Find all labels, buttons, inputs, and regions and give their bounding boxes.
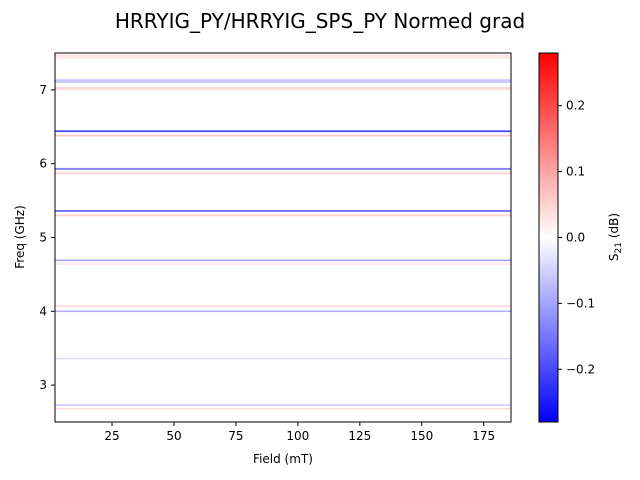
heatmap-band bbox=[55, 263, 511, 265]
x-tick-label: 50 bbox=[166, 429, 181, 443]
heatmap-band bbox=[55, 310, 511, 313]
x-tick-label: 25 bbox=[104, 429, 119, 443]
x-tick-label: 150 bbox=[410, 429, 433, 443]
x-axis-label: Field (mT) bbox=[253, 452, 313, 466]
heatmap-band bbox=[55, 167, 511, 170]
plot-background bbox=[55, 53, 511, 422]
heatmap-band bbox=[55, 86, 511, 90]
heatmap-band bbox=[55, 357, 511, 360]
heatmap-band bbox=[55, 259, 511, 262]
heatmap-band bbox=[55, 54, 511, 59]
heatmap-band bbox=[55, 214, 511, 217]
colorbar-ticks: −0.2 −0.1 0.0 0.1 0.2 bbox=[558, 99, 595, 376]
colorbar-tick-label: 0.2 bbox=[566, 99, 585, 113]
y-axis-ticks: 3 4 5 6 7 bbox=[39, 83, 55, 392]
y-tick-label: 6 bbox=[39, 157, 47, 171]
y-tick-label: 7 bbox=[39, 83, 47, 97]
colorbar-tick-label: 0.1 bbox=[566, 165, 585, 179]
x-tick-label: 125 bbox=[348, 429, 371, 443]
x-tick-label: 75 bbox=[228, 429, 243, 443]
y-tick-label: 5 bbox=[39, 231, 47, 245]
heatmap-band bbox=[55, 79, 511, 83]
colorbar-tick-label: −0.2 bbox=[566, 362, 595, 376]
y-tick-label: 3 bbox=[39, 378, 47, 392]
y-axis-label: Freq (GHz) bbox=[13, 205, 27, 269]
chart-title: HRRYIG_PY/HRRYIG_SPS_PY Normed grad bbox=[115, 9, 525, 33]
colorbar-tick-label: 0.0 bbox=[566, 231, 585, 245]
colorbar bbox=[539, 53, 558, 422]
heatmap-band bbox=[55, 305, 511, 307]
heatmap-band bbox=[55, 130, 511, 133]
colorbar-label: S21 (dB) bbox=[607, 213, 624, 261]
x-axis-ticks: 25 50 75 100 125 150 175 bbox=[104, 422, 495, 443]
heatmap-band bbox=[55, 404, 511, 406]
x-tick-label: 100 bbox=[286, 429, 309, 443]
heatmap-bands bbox=[55, 54, 511, 410]
heatmap-band bbox=[55, 134, 511, 137]
heatmap-band bbox=[55, 210, 511, 212]
heatmap-band bbox=[55, 407, 511, 410]
heatmap-band bbox=[55, 172, 511, 175]
y-tick-label: 4 bbox=[39, 304, 47, 318]
x-tick-label: 175 bbox=[472, 429, 495, 443]
colorbar-tick-label: −0.1 bbox=[566, 296, 595, 310]
